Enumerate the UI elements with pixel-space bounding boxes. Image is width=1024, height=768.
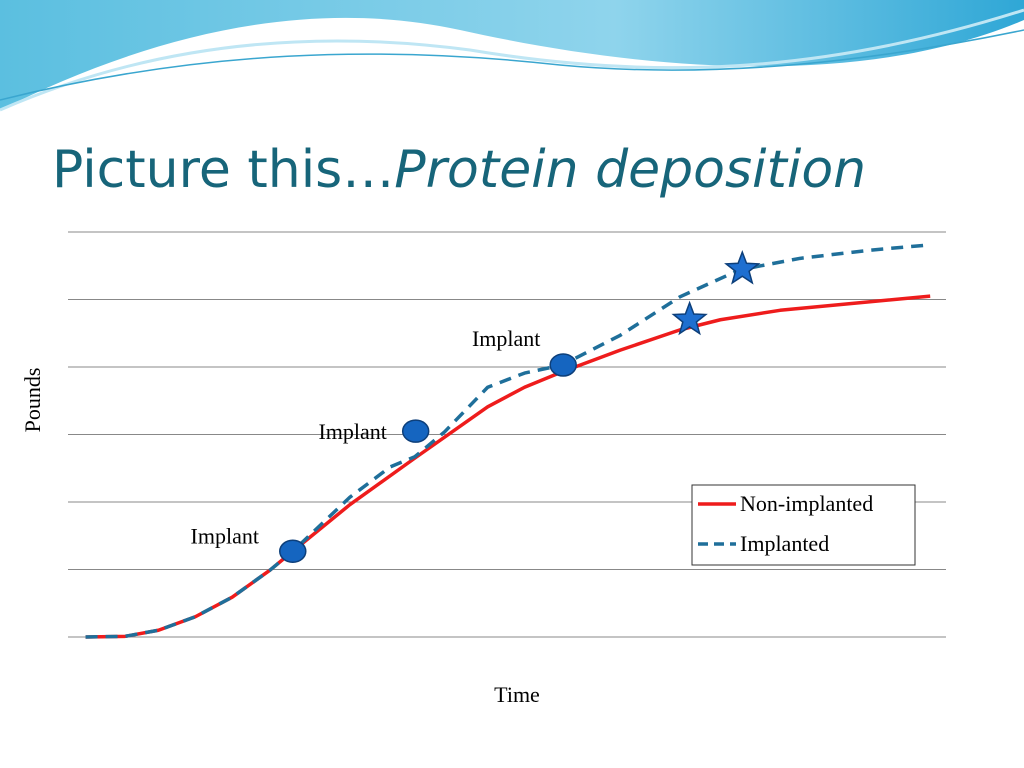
- header-wave-line: [0, 29, 1024, 101]
- annotation-label: Implant: [318, 419, 386, 444]
- implant-marker: [401, 419, 430, 443]
- series-line: [85, 243, 931, 639]
- annotation-label: Implant: [191, 523, 259, 548]
- x-axis-label: Time: [494, 682, 540, 707]
- star-marker: [724, 249, 761, 285]
- implant-marker: [279, 539, 307, 564]
- header-wave: [0, 0, 1024, 110]
- implant-marker: [549, 353, 577, 377]
- title-text: Picture this…: [52, 140, 394, 200]
- legend-box: [691, 484, 916, 566]
- legend-label: Implanted: [740, 531, 829, 556]
- star-marker: [671, 300, 708, 336]
- title-emphasis: Protein deposition: [394, 140, 866, 200]
- annotation-label: Implant: [472, 326, 540, 351]
- plot: Implant Implant Implant: [68, 231, 946, 639]
- y-axis-label: Pounds: [20, 368, 45, 433]
- legend-label: Non-implanted: [740, 491, 873, 516]
- slide-title: Picture this…Protein deposition: [52, 140, 866, 200]
- header-wave-light: [0, 8, 1024, 112]
